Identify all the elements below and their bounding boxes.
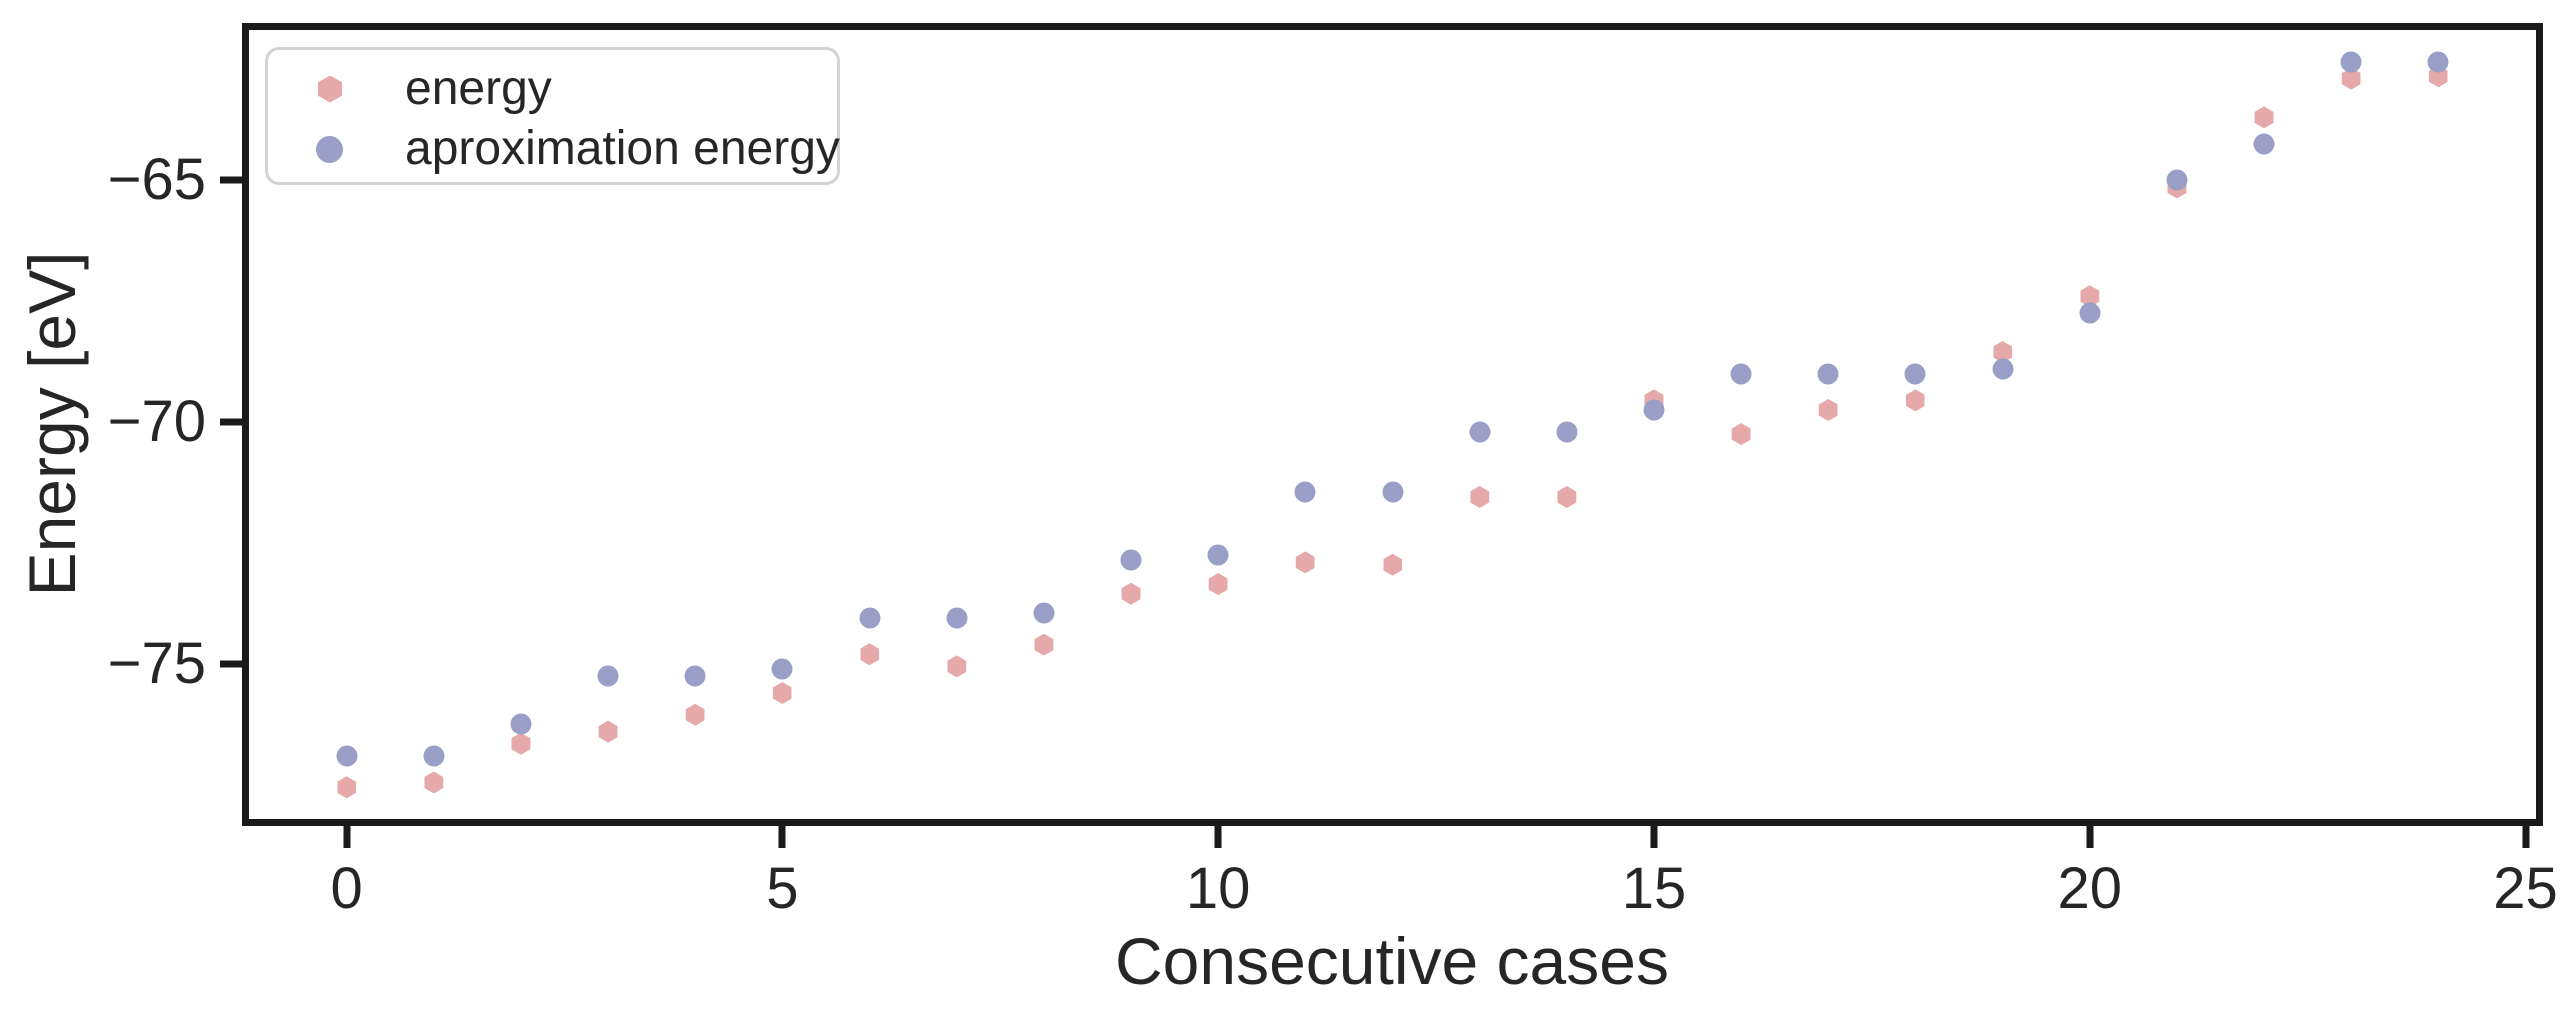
legend-row-aproximation-energy: aproximation energy <box>268 118 840 180</box>
legend-row-energy: energy <box>268 58 837 120</box>
x-tick-label: 0 <box>330 856 363 921</box>
data-point-energy <box>2341 67 2361 90</box>
x-axis-tick <box>343 826 351 848</box>
x-axis-tick <box>2086 826 2094 848</box>
x-tick-label: 20 <box>2057 856 2123 921</box>
data-point-aproximation-energy <box>1817 363 1839 385</box>
data-point-energy <box>1557 486 1577 509</box>
data-point-aproximation-energy <box>771 658 793 680</box>
data-point-aproximation-energy <box>1643 399 1665 421</box>
data-point-energy <box>1208 573 1228 596</box>
data-point-aproximation-energy <box>2166 169 2188 191</box>
data-point-energy <box>947 655 967 678</box>
x-axis-tick <box>1650 826 1658 848</box>
data-point-aproximation-energy <box>1556 421 1578 443</box>
data-point-aproximation-energy <box>946 607 968 629</box>
data-point-energy <box>1383 553 1402 576</box>
data-point-aproximation-energy <box>510 713 532 735</box>
data-point-aproximation-energy <box>1294 481 1316 503</box>
legend-box: energy aproximation energy <box>265 47 840 185</box>
data-point-energy <box>772 681 792 704</box>
data-point-aproximation-energy <box>1120 549 1142 571</box>
data-point-aproximation-energy <box>1207 544 1229 566</box>
data-point-energy <box>1993 340 2013 363</box>
x-axis-tick <box>778 826 786 848</box>
x-tick-label: 5 <box>766 856 799 921</box>
data-point-energy <box>685 703 705 726</box>
data-point-aproximation-energy <box>597 665 619 687</box>
data-point-energy <box>424 771 444 794</box>
data-point-aproximation-energy <box>684 665 706 687</box>
data-point-aproximation-energy <box>1033 602 1055 624</box>
y-axis-tick <box>220 418 242 426</box>
data-point-energy <box>1818 398 1838 421</box>
data-point-energy <box>337 776 357 799</box>
data-point-aproximation-energy <box>423 745 445 767</box>
data-point-energy <box>1470 486 1490 509</box>
data-point-aproximation-energy <box>2253 133 2275 155</box>
hexagon-icon <box>318 75 342 103</box>
legend-label-energy: energy <box>405 62 552 115</box>
x-axis-label: Consecutive cases <box>1115 924 1669 998</box>
data-point-aproximation-energy <box>1992 358 2014 380</box>
y-axis-tick <box>220 176 242 184</box>
data-point-aproximation-energy <box>1469 421 1491 443</box>
y-tick-label: −70 <box>107 389 206 455</box>
data-point-energy <box>598 720 618 743</box>
data-point-energy <box>2254 106 2274 129</box>
data-point-energy <box>1905 389 1925 412</box>
data-point-energy <box>511 732 531 755</box>
data-point-energy <box>1731 423 1751 446</box>
x-axis-tick <box>2522 826 2530 848</box>
data-point-aproximation-energy <box>1730 363 1752 385</box>
x-tick-label: 15 <box>1621 856 1687 921</box>
x-tick-label: 10 <box>1185 856 1251 921</box>
data-point-aproximation-energy <box>336 745 358 767</box>
data-point-aproximation-energy <box>1904 363 1926 385</box>
data-point-energy <box>860 643 880 666</box>
data-point-energy <box>1121 582 1141 605</box>
y-tick-label: −75 <box>107 630 206 696</box>
data-point-energy <box>1295 551 1315 574</box>
x-tick-label: 25 <box>2493 856 2558 921</box>
circle-icon <box>316 135 343 163</box>
data-point-aproximation-energy <box>859 607 881 629</box>
y-axis-tick <box>220 660 242 668</box>
legend-label-aproximation-energy: aproximation energy <box>405 122 840 175</box>
y-axis-label: Energy [eV] <box>15 251 89 597</box>
data-point-energy <box>1034 633 1054 656</box>
data-point-aproximation-energy <box>1382 481 1403 503</box>
data-point-aproximation-energy <box>2427 51 2449 73</box>
data-point-energy <box>2080 285 2100 308</box>
data-point-aproximation-energy <box>2079 302 2101 324</box>
y-tick-label: −65 <box>107 147 206 213</box>
data-point-aproximation-energy <box>2340 51 2362 73</box>
x-axis-tick <box>1214 826 1222 848</box>
